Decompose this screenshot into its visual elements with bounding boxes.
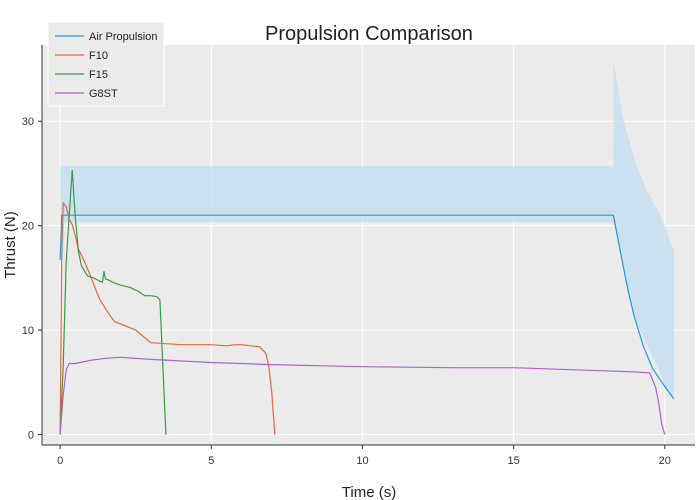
legend: Air Propulsion F10 F15 G8ST — [47, 21, 165, 107]
chart-title: Propulsion Comparison — [265, 23, 473, 45]
y-tick-label: 10 — [22, 325, 34, 337]
grid-lines — [42, 45, 695, 445]
plot-area — [42, 45, 695, 445]
axes — [41, 45, 695, 446]
y-tick-label: 30 — [22, 116, 34, 128]
x-axis-title: Time (s) — [342, 484, 396, 500]
series-line — [59, 356, 666, 435]
series-line — [59, 169, 167, 435]
series-line — [59, 202, 276, 435]
y-tick-label: 20 — [22, 221, 34, 233]
x-tick-label: 5 — [208, 455, 214, 467]
x-tick-label: 10 — [356, 455, 368, 467]
axis-ticks: 0 5 10 15 20 0 10 20 30 — [22, 116, 671, 467]
legend-label: F10 — [89, 50, 108, 62]
legend-label: F15 — [89, 69, 108, 81]
x-tick-label: 15 — [507, 455, 519, 467]
legend-label: Air Propulsion — [89, 31, 157, 43]
x-tick-label: 20 — [659, 455, 671, 467]
series-lines — [59, 169, 675, 435]
x-tick-label: 0 — [57, 455, 63, 467]
y-axis-title: Thrust (N) — [2, 211, 19, 279]
y-tick-label: 0 — [28, 430, 34, 442]
legend-label: G8ST — [89, 88, 118, 100]
series-line — [59, 214, 675, 400]
